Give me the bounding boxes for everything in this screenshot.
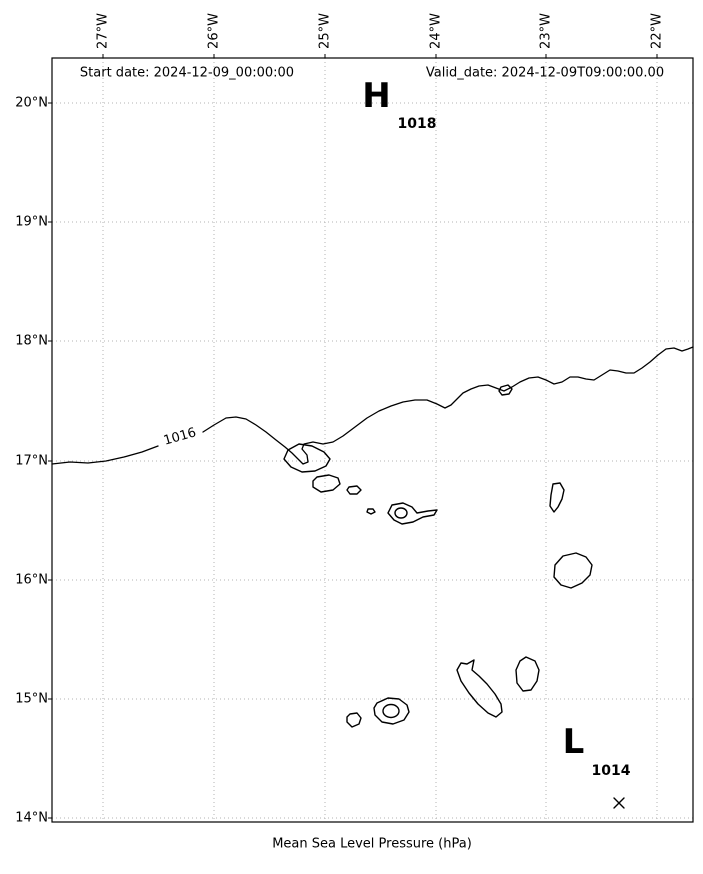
coastline-island (456, 659, 503, 718)
closed-contour-ring (382, 703, 400, 719)
left-tick-marks (48, 102, 52, 819)
coastline-island (549, 482, 565, 513)
coastline-islet (366, 508, 376, 515)
x-tick-label: 25°W (317, 13, 333, 49)
x-tick-label: 24°W (428, 13, 444, 49)
low-pressure-value: 1014 (591, 763, 631, 779)
plot-border (51, 57, 694, 823)
coastline-island (346, 485, 362, 495)
isobar-1016-segment-west (51, 445, 159, 465)
y-tick-label: 15°N (15, 691, 48, 707)
chart-title: Mean Sea Level Pressure (hPa) (272, 836, 472, 852)
coastlines (283, 384, 593, 728)
high-pressure-symbol: H (362, 76, 390, 116)
coastline-island (515, 656, 540, 692)
low-pressure-symbol: L (562, 722, 585, 762)
low-center-x-icon (613, 797, 625, 809)
closed-contour-ring (394, 507, 408, 519)
gridlines-horizontal (52, 102, 693, 819)
start-date-annotation: Start date: 2024-12-09_00:00:00 (79, 65, 295, 81)
y-tick-label: 18°N (15, 333, 48, 349)
coastline-island (346, 712, 362, 728)
coastline-island (387, 502, 438, 525)
high-pressure-value: 1018 (397, 116, 437, 132)
x-tick-label: 23°W (538, 13, 554, 49)
coastline-island (312, 474, 341, 493)
y-tick-label: 16°N (15, 572, 48, 588)
x-tick-label: 22°W (649, 13, 665, 49)
x-tick-label: 26°W (206, 13, 222, 49)
coastline-island (283, 443, 331, 473)
y-tick-label: 14°N (15, 810, 48, 826)
coastline-island (553, 552, 593, 589)
y-tick-label: 20°N (15, 95, 48, 111)
valid-date-annotation: Valid_date: 2024-12-09T09:00:00.00 (425, 65, 665, 81)
small-closed-contour (498, 384, 513, 396)
top-tick-marks (102, 54, 658, 58)
y-tick-label: 17°N (15, 453, 48, 469)
y-tick-label: 19°N (15, 214, 48, 230)
isobar-1016-segment-east (202, 346, 694, 465)
coastline-island (373, 697, 410, 725)
x-tick-label: 27°W (95, 13, 111, 49)
